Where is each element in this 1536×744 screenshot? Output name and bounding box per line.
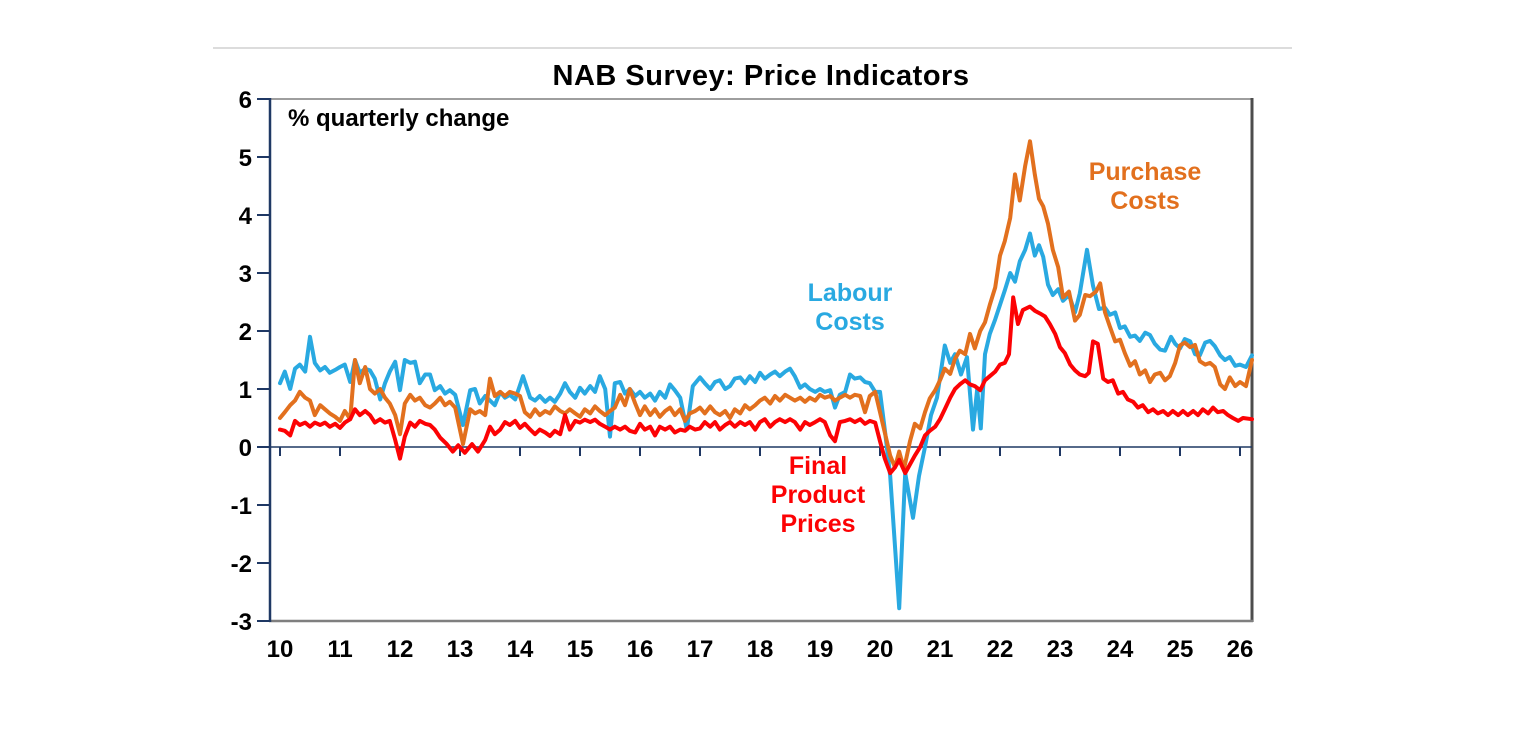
y-tick-label: 5 (239, 145, 252, 172)
x-axis-ticks: 10 11 12 13 14 15 16 17 18 19 20 21 22 23 24 25 26 (267, 447, 1254, 663)
x-tick-label: 18 (747, 636, 774, 663)
x-tick-label: 25 (1167, 636, 1194, 663)
x-tick-label: 26 (1227, 636, 1254, 663)
x-tick-label: 19 (807, 636, 834, 663)
y-axis-ticks: 6 5 4 3 2 1 0 -1 -2 -3 (231, 87, 270, 636)
chart-title: NAB Survey: Price Indicators (552, 60, 970, 92)
x-tick-label: 14 (507, 636, 534, 663)
x-tick-label: 15 (567, 636, 594, 663)
y-tick-label: 1 (239, 377, 252, 404)
y-tick-label: 3 (239, 261, 252, 288)
x-tick-label: 10 (267, 636, 294, 663)
x-tick-label: 17 (687, 636, 714, 663)
x-tick-label: 21 (927, 636, 954, 663)
y-tick-label: -3 (231, 609, 252, 636)
series-lines (278, 139, 1254, 611)
x-tick-label: 23 (1047, 636, 1074, 663)
x-tick-label: 12 (387, 636, 414, 663)
x-tick-label: 24 (1107, 636, 1134, 663)
y-tick-label: -2 (231, 551, 252, 578)
y-tick-label: 6 (239, 87, 252, 114)
purchase-costs-line (278, 139, 1254, 471)
purchase-costs-series-label: Purchase Costs (1088, 158, 1202, 215)
x-tick-label: 11 (327, 636, 352, 663)
y-axis-unit-annotation: % quarterly change (288, 105, 510, 132)
y-tick-label: 2 (239, 319, 252, 346)
labour-costs-series-label: Labour Costs (807, 279, 893, 336)
labour-costs-line (278, 231, 1254, 611)
y-tick-label: -1 (231, 493, 252, 520)
final-product-prices-line (278, 295, 1254, 476)
x-tick-label: 16 (627, 636, 654, 663)
final-product-prices-series-label: Final Product Prices (770, 452, 866, 538)
x-tick-label: 20 (867, 636, 894, 663)
y-tick-label: 4 (239, 203, 253, 230)
x-tick-label: 13 (447, 636, 474, 663)
y-tick-label: 0 (239, 435, 252, 462)
x-tick-label: 22 (987, 636, 1014, 663)
